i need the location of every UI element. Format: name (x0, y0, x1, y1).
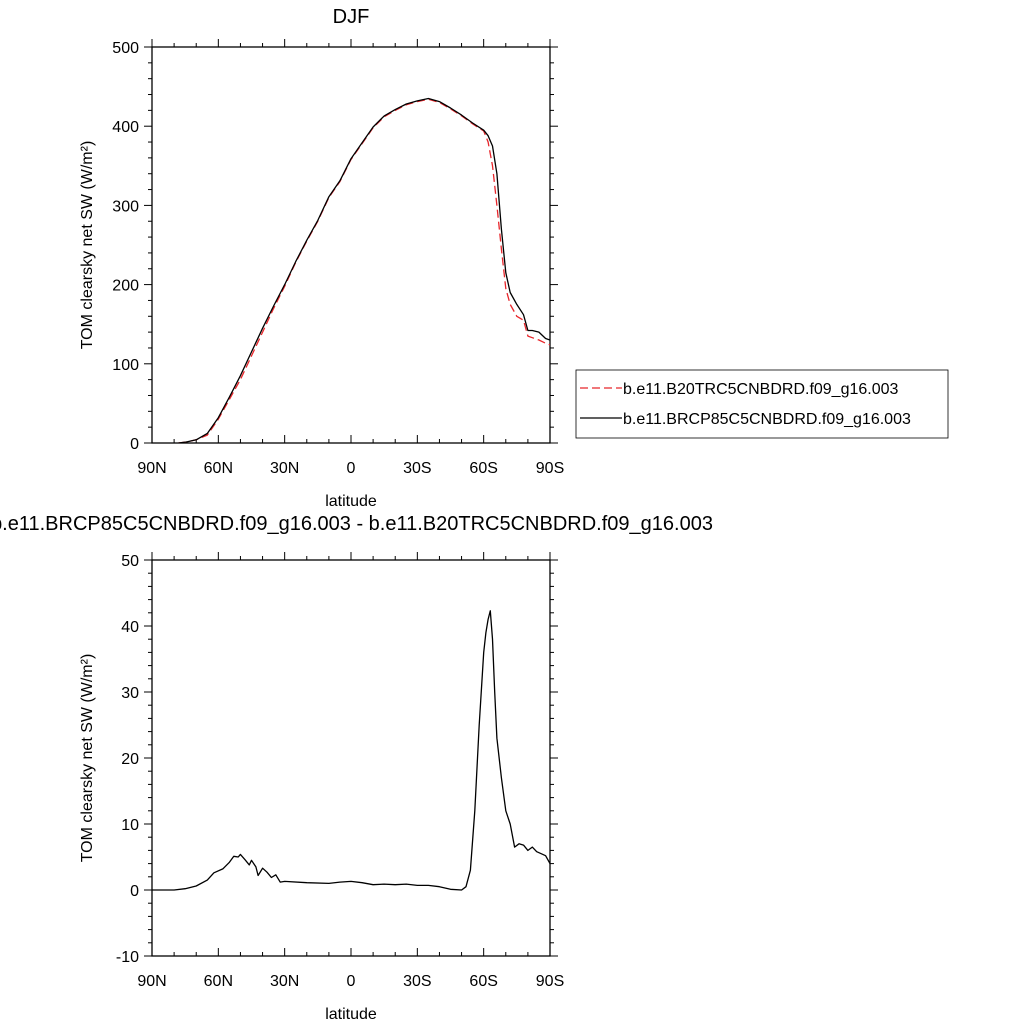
chart-bottom-title: b.e11.BRCP85C5CNBDRD.f09_g16.003 - b.e11… (0, 513, 713, 535)
chart-bottom-series-1-line (152, 610, 550, 891)
chart-bottom-y-tick-label: 10 (121, 817, 139, 834)
chart-top-y-tick-label: 200 (112, 278, 139, 295)
legend-label-series-1: b.e11.B20TRC5CNBDRD.f09_g16.003 (623, 381, 899, 398)
chart-top-x-tick-label: 30N (270, 460, 299, 477)
chart-top: DJF 90N 60N 30N 0 30S 60S 90S 0 100 200 300 400 500… (79, 6, 949, 510)
chart-top-series (178, 97, 550, 443)
chart-top-x-tick-label: 60S (469, 460, 497, 477)
chart-bottom-y-tick-label: 30 (121, 685, 139, 702)
chart-top-y-tick-labels: 0 100 200 300 400 500 (112, 40, 139, 453)
chart-top-series-1-line (178, 98, 550, 443)
chart-top-y-tick-label: 0 (130, 436, 139, 453)
chart-bottom-y-tick-label: 40 (121, 619, 139, 636)
chart-top-x-tick-label: 0 (347, 460, 356, 477)
chart-top-legend: b.e11.B20TRC5CNBDRD.f09_g16.003 b.e11.BR… (575, 369, 949, 439)
chart-top-x-tick-label: 30S (403, 460, 431, 477)
chart-bottom-y-tick-label: -10 (116, 949, 139, 966)
chart-bottom-x-tick-labels: 90N 60N 30N 0 30S 60S 90S (137, 973, 564, 990)
chart-top-y-tick-label: 300 (112, 198, 139, 215)
chart-top-series-2-line (178, 97, 550, 443)
chart-bottom-x-tick-label: 90S (536, 973, 564, 990)
chart-top-plot-frame (151, 46, 551, 444)
chart-bottom-x-tick-label: 60S (469, 973, 497, 990)
chart-bottom-x-axis-label: latitude (325, 1006, 377, 1023)
legend-box (575, 369, 949, 439)
chart-bottom-x-tick-label: 30S (403, 973, 431, 990)
chart-bottom-ticks (144, 552, 558, 957)
chart-top-y-tick-label: 400 (112, 119, 139, 136)
chart-top-y-tick-label: 100 (112, 357, 139, 374)
chart-top-x-tick-label: 90S (536, 460, 564, 477)
chart-bottom-series (152, 610, 550, 891)
chart-bottom-x-tick-label: 90N (137, 973, 166, 990)
chart-bottom-y-tick-label: 20 (121, 751, 139, 768)
chart-top-y-axis-label: TOM clearsky net SW (W/m²) (79, 141, 96, 350)
chart-bottom-x-tick-label: 30N (270, 973, 299, 990)
chart-bottom: b.e11.BRCP85C5CNBDRD.f09_g16.003 - b.e11… (0, 513, 713, 1023)
legend-label-series-2: b.e11.BRCP85C5CNBDRD.f09_g16.003 (623, 411, 911, 428)
chart-bottom-plot-frame (151, 559, 551, 957)
chart-top-x-tick-labels: 90N 60N 30N 0 30S 60S 90S (137, 460, 564, 477)
chart-bottom-y-tick-labels: -10 0 10 20 30 40 50 (116, 553, 139, 966)
chart-bottom-y-axis-label: TOM clearsky net SW (W/m²) (79, 654, 96, 863)
chart-top-y-tick-label: 500 (112, 40, 139, 57)
chart-top-ticks (144, 39, 558, 444)
chart-top-x-tick-label: 60N (204, 460, 233, 477)
chart-bottom-x-tick-label: 60N (204, 973, 233, 990)
chart-bottom-y-tick-label: 0 (130, 883, 139, 900)
chart-bottom-x-tick-label: 0 (347, 973, 356, 990)
chart-top-x-axis-label: latitude (325, 493, 377, 510)
chart-top-x-tick-label: 90N (137, 460, 166, 477)
chart-bottom-y-tick-label: 50 (121, 553, 139, 570)
chart-top-title: DJF (333, 6, 370, 28)
